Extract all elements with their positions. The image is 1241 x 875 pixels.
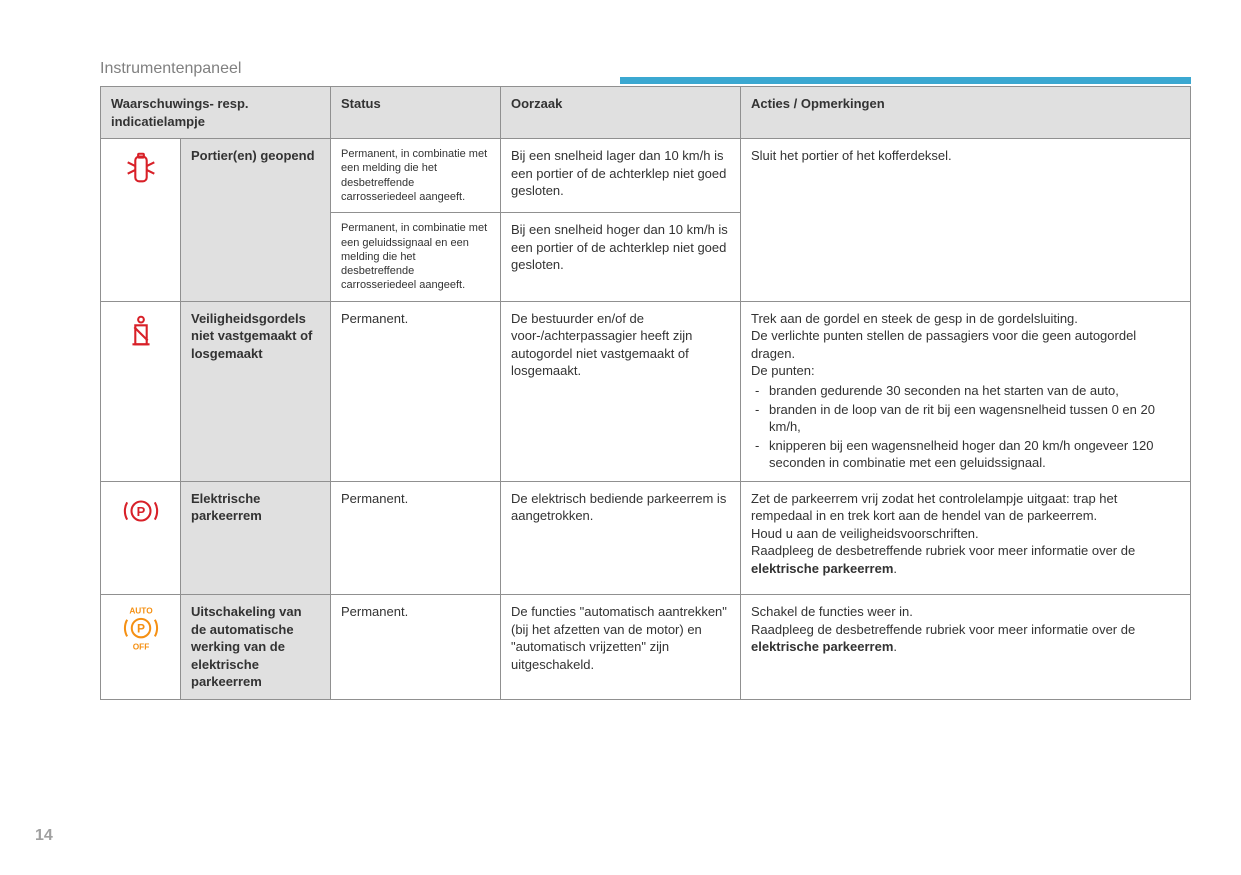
parking-brake-icon: P: [122, 492, 160, 530]
page-number: 14: [35, 827, 53, 845]
action-cell: Sluit het portier of het kofferdeksel.: [741, 139, 1191, 302]
svg-text:P: P: [136, 622, 144, 636]
action-line: Trek aan de gordel en steek de gesp in d…: [751, 311, 1078, 326]
action-line: .: [893, 639, 897, 654]
action-line: De punten:: [751, 363, 815, 378]
status-cell: Permanent.: [331, 595, 501, 700]
header-lamp: Waarschuwings- resp. indicatielampje: [101, 87, 331, 139]
title-accent-bar: [620, 77, 1191, 84]
icon-cell: [101, 139, 181, 302]
lamp-name: Portier(en) geopend: [181, 139, 331, 302]
action-cell: Zet de parkeerrem vrij zodat het control…: [741, 481, 1191, 595]
lamp-name: Veiligheidsgordels niet vastgemaakt of l…: [181, 301, 331, 481]
status-cell: Permanent.: [331, 301, 501, 481]
cause-cell: De elektrisch bediende parkeerrem is aan…: [501, 481, 741, 595]
seatbelt-icon: [122, 312, 160, 350]
bullet-item: branden in de loop van de rit bij een wa…: [769, 401, 1180, 436]
cause-cell: De functies "automatisch aantrekken" (bi…: [501, 595, 741, 700]
action-line: Zet de parkeerrem vrij zodat het control…: [751, 491, 1117, 524]
warning-lights-table: Waarschuwings- resp. indicatielampje Sta…: [100, 86, 1191, 700]
door-open-icon: [122, 149, 160, 187]
bullet-item: knipperen bij een wagensnelheid hoger da…: [769, 437, 1180, 472]
svg-text:AUTO: AUTO: [129, 606, 153, 616]
action-line: Houd u aan de veiligheidsvoorschriften.: [751, 526, 979, 541]
action-bold: elektrische parkeerrem: [751, 561, 893, 576]
table-row: AUTO P OFF Uitschakeling van de automati…: [101, 595, 1191, 700]
auto-parking-off-icon: AUTO P OFF: [119, 605, 163, 653]
cause-cell: De bestuurder en/of de voor-/achterpassa…: [501, 301, 741, 481]
table-row: Portier(en) geopend Permanent, in combin…: [101, 139, 1191, 213]
cause-cell: Bij een snelheid hoger dan 10 km/h is ee…: [501, 213, 741, 301]
header-status: Status: [331, 87, 501, 139]
action-line: Raadpleeg de desbetreffende rubriek voor…: [751, 622, 1135, 637]
table-row: P Elektrische parkeerrem Permanent. De e…: [101, 481, 1191, 595]
action-bullets: branden gedurende 30 seconden na het sta…: [751, 382, 1180, 472]
action-line: Raadpleeg de desbetreffende rubriek voor…: [751, 543, 1135, 558]
icon-cell: AUTO P OFF: [101, 595, 181, 700]
status-cell: Permanent, in combinatie met een geluids…: [331, 213, 501, 301]
table-header-row: Waarschuwings- resp. indicatielampje Sta…: [101, 87, 1191, 139]
section-title: Instrumentenpaneel: [100, 60, 1191, 78]
action-bold: elektrische parkeerrem: [751, 639, 893, 654]
table-row: Veiligheidsgordels niet vastgemaakt of l…: [101, 301, 1191, 481]
header-cause: Oorzaak: [501, 87, 741, 139]
action-cell: Trek aan de gordel en steek de gesp in d…: [741, 301, 1191, 481]
svg-text:P: P: [136, 504, 145, 519]
action-line: De verlichte punten stellen de passagier…: [751, 328, 1136, 361]
cause-cell: Bij een snelheid lager dan 10 km/h is ee…: [501, 139, 741, 213]
bullet-item: branden gedurende 30 seconden na het sta…: [769, 382, 1180, 400]
status-cell: Permanent, in combinatie met een melding…: [331, 139, 501, 213]
action-cell: Schakel de functies weer in. Raadpleeg d…: [741, 595, 1191, 700]
svg-text:OFF: OFF: [132, 642, 149, 652]
header-action: Acties / Opmerkingen: [741, 87, 1191, 139]
action-line: Schakel de functies weer in.: [751, 604, 913, 619]
status-cell: Permanent.: [331, 481, 501, 595]
lamp-name: Uitschakeling van de automatische werkin…: [181, 595, 331, 700]
lamp-name: Elektrische parkeerrem: [181, 481, 331, 595]
action-line: .: [893, 561, 897, 576]
icon-cell: [101, 301, 181, 481]
icon-cell: P: [101, 481, 181, 595]
